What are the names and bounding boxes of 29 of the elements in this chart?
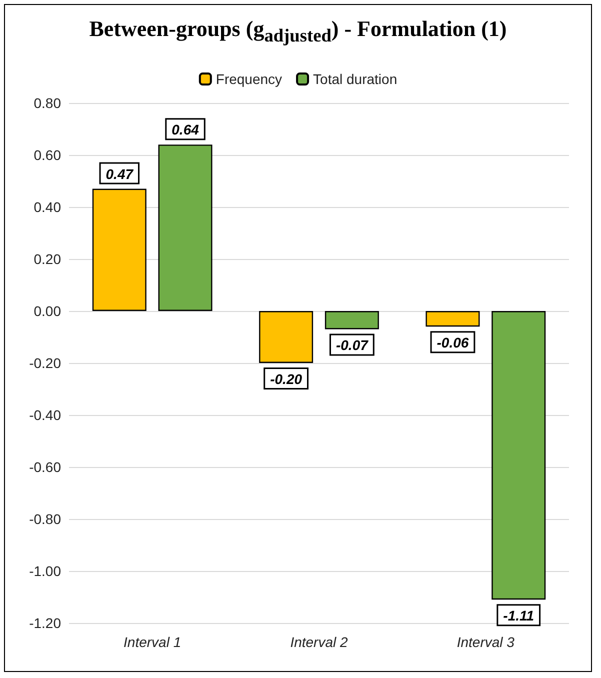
bar — [259, 311, 314, 363]
y-tick-label: 0.80 — [34, 95, 62, 111]
y-tick-label: -1.20 — [29, 615, 62, 631]
y-tick-label: -0.60 — [29, 459, 62, 475]
x-tick-label: Interval 3 — [456, 634, 515, 650]
legend-label: Total duration — [313, 71, 398, 87]
y-tick-label: -1.00 — [29, 563, 62, 579]
bar — [492, 311, 546, 600]
y-tick-label: 0.00 — [34, 303, 62, 319]
data-label: -0.20 — [270, 371, 302, 387]
bar — [158, 144, 212, 311]
bar — [426, 311, 480, 327]
y-tick-label: -0.40 — [29, 407, 62, 423]
y-tick-label: 0.60 — [34, 147, 62, 163]
data-label: -1.11 — [503, 608, 534, 624]
x-tick-label: Interval 2 — [290, 634, 348, 650]
y-tick-label: -0.80 — [29, 511, 62, 527]
bar — [324, 311, 379, 330]
x-tick-label: Interval 1 — [124, 634, 182, 650]
data-label: 0.47 — [106, 166, 134, 182]
chart-title: Between-groups (g$_{adjusted}$) - Formulation (1) — [88, 15, 508, 48]
y-tick-label: 0.20 — [34, 251, 62, 267]
data-label: 0.64 — [172, 122, 200, 138]
y-tick-label: 0.40 — [34, 199, 62, 215]
data-label: -0.07 — [336, 337, 370, 354]
legend-label: Frequency — [216, 71, 282, 87]
y-tick-label: -0.20 — [29, 355, 62, 371]
data-label: -0.06 — [436, 334, 469, 351]
bar — [92, 188, 146, 311]
